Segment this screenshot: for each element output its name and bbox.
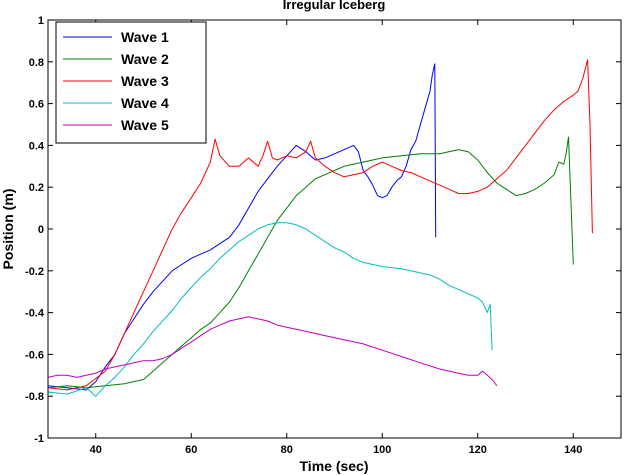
x-axis-title: Time (sec) (300, 458, 369, 474)
y-tick-label: -0.8 (25, 391, 44, 403)
y-tick-label: 0.4 (29, 140, 45, 152)
x-tick-label: 140 (564, 444, 582, 456)
series-line-wave-3 (47, 59, 593, 391)
y-tick-label: -1 (34, 433, 44, 445)
legend-label-wave-3: Wave 3 (121, 73, 169, 89)
y-tick-label: 0.2 (29, 182, 44, 194)
chart-title: Irregular Iceberg (283, 0, 386, 12)
series-line-wave-2 (47, 136, 574, 389)
series-layer (47, 59, 593, 397)
x-tick-label: 80 (281, 444, 293, 456)
legend-label-wave-2: Wave 2 (121, 51, 169, 67)
ticks-layer: 40 60 80 100 120 140 -1 -0.8 -0.6 -0.4 -0.2 0 0.2 0.4… (25, 15, 621, 456)
y-tick-label: -0.2 (25, 266, 44, 278)
y-tick-label: -0.6 (25, 349, 44, 361)
legend-label-wave-1: Wave 1 (121, 29, 169, 45)
y-tick-label: 0.6 (29, 99, 44, 111)
y-tick-label: 1 (38, 15, 44, 27)
y-axis-title: Position (m) (0, 189, 16, 270)
y-tick-label: 0.8 (29, 57, 44, 69)
x-tick-label: 60 (185, 444, 197, 456)
legend-box (55, 21, 207, 144)
x-tick-label: 40 (90, 444, 102, 456)
series-line-wave-5 (47, 316, 498, 387)
legend-label-wave-4: Wave 4 (121, 95, 169, 111)
x-tick-label: 120 (469, 444, 487, 456)
legend: Wave 1 Wave 2 Wave 3 Wave 4 Wave 5 (55, 21, 207, 144)
y-tick-label: -0.4 (25, 308, 45, 320)
legend-label-wave-5: Wave 5 (121, 117, 169, 133)
x-tick-label: 100 (373, 444, 391, 456)
series-line-wave-4 (47, 222, 493, 397)
series-line-wave-1 (47, 63, 437, 391)
y-tick-label: 0 (38, 224, 44, 236)
